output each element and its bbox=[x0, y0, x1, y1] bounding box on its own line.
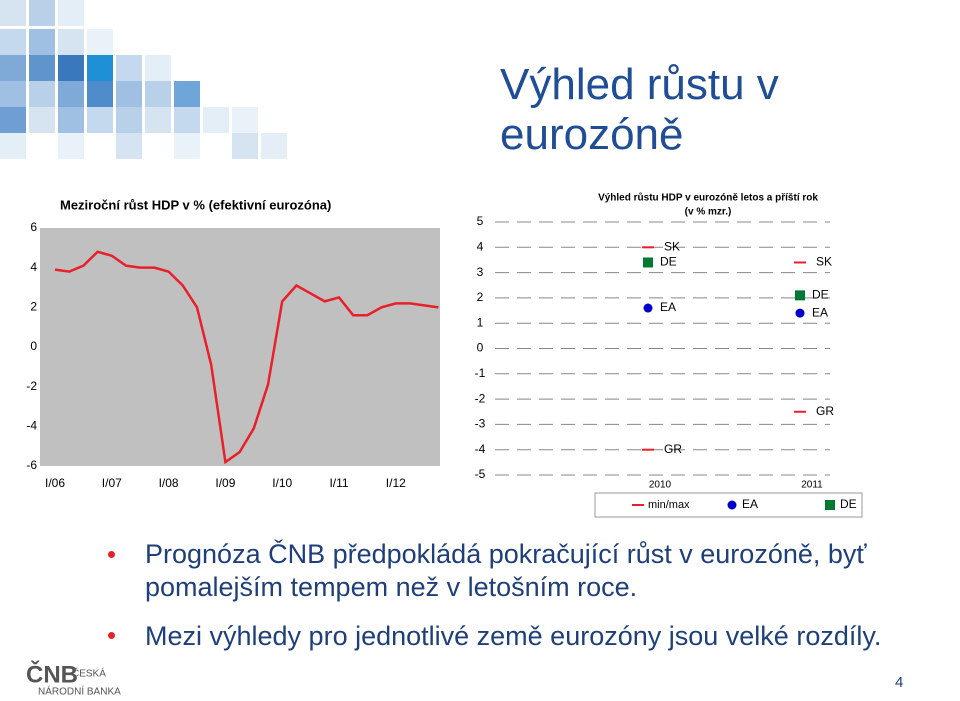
point-label: SK bbox=[816, 255, 832, 269]
plot-area bbox=[40, 228, 440, 466]
y-tick-label: 0 bbox=[477, 341, 484, 355]
x-tick-label: I/06 bbox=[45, 476, 65, 490]
logo-text: NÁRODNÍ BANKA bbox=[38, 685, 121, 698]
point-label: EA bbox=[660, 300, 676, 314]
y-tick-label: -5 bbox=[475, 467, 486, 481]
y-tick-label: -6 bbox=[26, 458, 37, 472]
y-tick-label: 4 bbox=[30, 260, 37, 274]
y-tick-label: 3 bbox=[477, 265, 484, 279]
legend-box bbox=[594, 492, 863, 518]
y-tick-label: 5 bbox=[477, 214, 484, 228]
chart-subtitle: (v % mzr.) bbox=[685, 207, 732, 218]
point-label: DE bbox=[812, 288, 829, 302]
point-label: DE bbox=[660, 255, 677, 269]
point-label: GR bbox=[816, 404, 834, 418]
legend-swatch bbox=[825, 500, 835, 510]
y-tick-label: -4 bbox=[475, 442, 486, 456]
x-tick-label: I/07 bbox=[102, 476, 122, 490]
legend-swatch bbox=[727, 500, 737, 510]
bullet-dot bbox=[108, 551, 115, 558]
logo-text: ČESKÁ bbox=[72, 667, 106, 680]
point-label: EA bbox=[812, 305, 828, 319]
x-tick-label: 2011 bbox=[801, 480, 823, 491]
x-tick-label: I/12 bbox=[386, 476, 406, 490]
chart-title: Výhled růstu HDP v eurozóně letos a příš… bbox=[598, 192, 818, 204]
y-tick-label: -2 bbox=[26, 379, 37, 393]
x-tick-label: I/10 bbox=[272, 476, 292, 490]
y-tick-label: -3 bbox=[475, 417, 486, 431]
y-tick-label: 4 bbox=[477, 239, 484, 253]
y-tick-label: 1 bbox=[477, 315, 484, 329]
y-tick-label: -4 bbox=[26, 419, 37, 433]
marker bbox=[643, 257, 653, 268]
x-tick-label: 2010 bbox=[649, 480, 672, 491]
slide-title: Výhled růstu v eurozóně bbox=[500, 60, 779, 159]
point-label: SK bbox=[664, 239, 680, 253]
x-tick-label: I/08 bbox=[159, 476, 179, 490]
x-tick-label: I/11 bbox=[329, 476, 348, 490]
logo-mark: ČNB bbox=[26, 660, 78, 688]
y-tick-label: 6 bbox=[30, 220, 37, 234]
legend-label: EA bbox=[742, 497, 758, 511]
x-tick-label: I/09 bbox=[215, 476, 235, 490]
legend-label: min/max bbox=[648, 499, 690, 511]
marker bbox=[643, 303, 653, 313]
chart-title: Meziroční růst HDP v % (efektivní eurozó… bbox=[60, 197, 331, 212]
point-label: GR bbox=[664, 442, 682, 456]
mosaic bbox=[0, 0, 287, 159]
line bbox=[54, 250, 439, 465]
y-tick-label: 2 bbox=[477, 290, 484, 304]
y-tick-label: -2 bbox=[475, 391, 486, 405]
y-tick-label: -1 bbox=[475, 366, 486, 380]
bullet: Prognóza ČNB předpokládá pokračující růs… bbox=[145, 539, 867, 602]
legend-label: DE bbox=[840, 497, 857, 511]
bullet-dot bbox=[108, 632, 115, 639]
page-number: 4 bbox=[895, 674, 903, 691]
bullet: Mezi výhledy pro jednotlivé země eurozón… bbox=[145, 621, 882, 651]
y-tick-label: 2 bbox=[30, 300, 37, 314]
y-tick-label: 0 bbox=[30, 339, 37, 353]
marker bbox=[795, 290, 805, 301]
marker bbox=[795, 308, 805, 318]
